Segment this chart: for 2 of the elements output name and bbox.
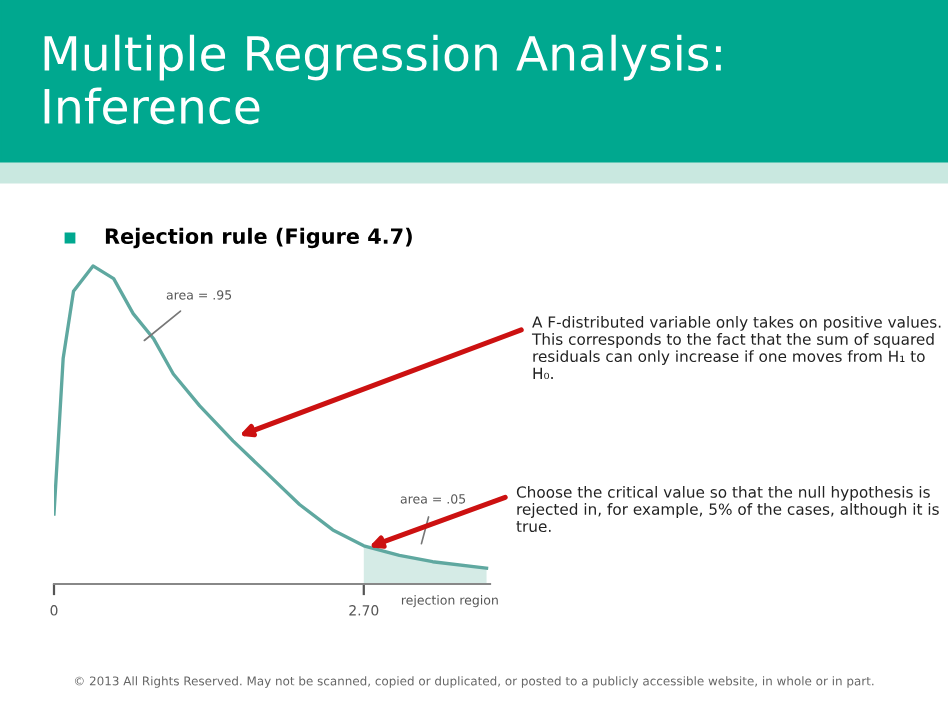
chart-title: Multiple Regression Analysis: Inference (44, 34, 721, 125)
chart-subtitle: Rejection rule (Figure 4.7) (105, 227, 412, 249)
